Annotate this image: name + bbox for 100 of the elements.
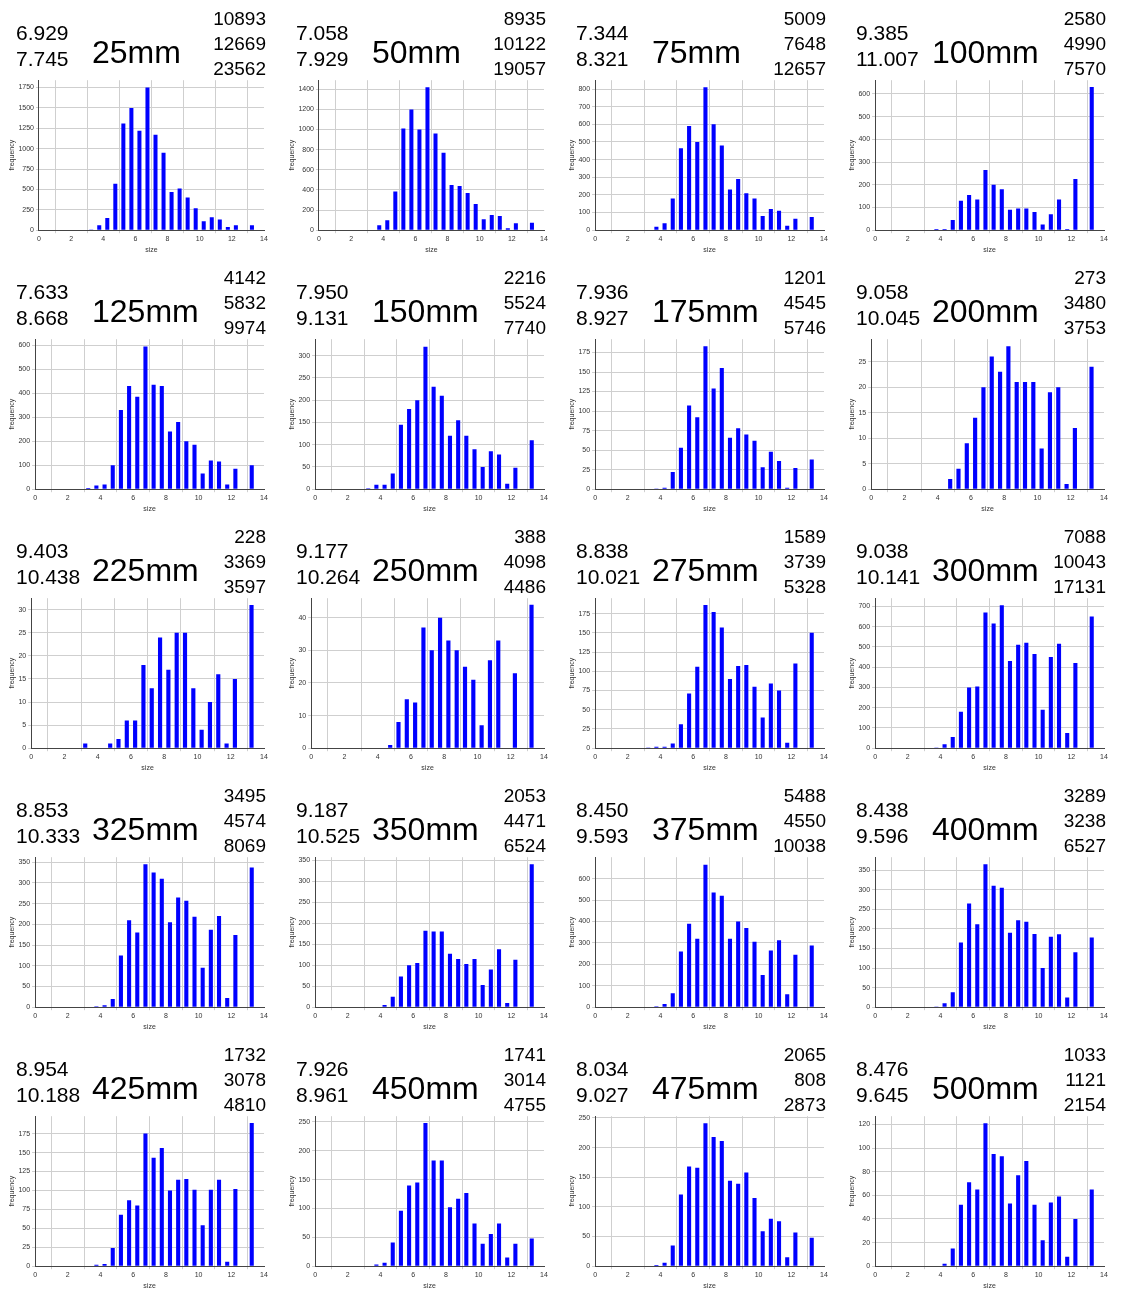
text: 4098 [503,551,546,572]
chart-title: 150mm [372,293,479,329]
text: 9.385 [856,21,909,44]
text: 23562 [213,58,266,79]
text: 8935 [503,8,546,29]
text: 4574 [223,810,266,831]
text: 9.645 [856,1083,909,1106]
chart-title: 225mm [92,552,199,588]
text: 7.936 [576,280,629,303]
text: 7.926 [296,1057,349,1080]
text: 8.321 [576,47,629,70]
text: 3238 [1063,810,1106,831]
text: 3597 [223,576,266,597]
text: 7740 [503,317,546,338]
text: 7.633 [16,280,69,303]
text: 10.264 [296,565,361,588]
chart-title: 250mm [372,552,479,588]
text: 4810 [223,1094,266,1115]
text: 8069 [223,835,266,856]
text: 10122 [493,33,546,54]
text: 9974 [223,317,266,338]
text: 3014 [503,1069,546,1090]
text: 10043 [1053,551,1106,572]
text: 2065 [783,1044,826,1065]
text: 5746 [783,317,826,338]
text: 3480 [1063,292,1106,313]
text: 10038 [773,835,826,856]
text: 1201 [783,267,826,288]
chart-title: 450mm [372,1070,479,1106]
text: 228 [234,526,266,547]
text: 9.403 [16,539,69,562]
text: 8.961 [296,1083,349,1106]
text: 10893 [213,8,266,29]
text: 10.438 [16,565,81,588]
text: 7.929 [296,47,349,70]
chart-title: 500mm [932,1070,1039,1106]
text: 17131 [1053,576,1106,597]
text: 4990 [1063,33,1106,54]
text: 7570 [1063,58,1106,79]
text: 8.927 [576,306,629,329]
text: 9.177 [296,539,349,562]
text: 4755 [503,1094,546,1115]
chart-title: 275mm [652,552,759,588]
chart-title: 175mm [652,293,759,329]
chart-title: 350mm [372,811,479,847]
chart-title: 400mm [932,811,1039,847]
text: 10.045 [856,306,921,329]
text: 9.058 [856,280,909,303]
chart-title: 325mm [92,811,199,847]
text: 2873 [783,1094,826,1115]
text: 273 [1074,267,1106,288]
chart-title: 475mm [652,1070,759,1106]
text: 3289 [1063,785,1106,806]
text: 12657 [773,58,826,79]
text: 8.954 [16,1057,69,1080]
text: 8.668 [16,306,69,329]
text: 1732 [223,1044,266,1065]
text: 9.131 [296,306,349,329]
text: 9.593 [576,824,629,847]
text: 2580 [1063,8,1106,29]
text: 12669 [213,33,266,54]
text: 9.187 [296,798,349,821]
text: 5009 [783,8,826,29]
text: 1033 [1063,1044,1106,1065]
text: 11.007 [856,47,919,70]
text: 5328 [783,576,826,597]
chart-title: 375mm [652,811,759,847]
chart-title: 425mm [92,1070,199,1106]
text: 3753 [1063,317,1106,338]
text: 8.476 [856,1057,909,1080]
text: 6.929 [16,21,69,44]
text: 4471 [503,810,546,831]
text: 8.438 [856,798,909,821]
text: 4545 [783,292,826,313]
text: 3495 [223,785,266,806]
text: 8.034 [576,1057,629,1080]
text: 7088 [1063,526,1106,547]
text: 4486 [503,576,546,597]
text: 6524 [503,835,546,856]
text: 8.450 [576,798,629,821]
chart-title: 200mm [932,293,1039,329]
text: 1741 [503,1044,546,1065]
text: 808 [794,1069,826,1090]
text: 8.838 [576,539,629,562]
text: 6527 [1063,835,1106,856]
text: 5832 [223,292,266,313]
text: 1121 [1065,1069,1106,1090]
text: 19057 [493,58,546,79]
text: 388 [514,526,546,547]
chart-title: 125mm [92,293,199,329]
text: 4142 [223,267,266,288]
text: 10.525 [296,824,361,847]
text: 7.058 [296,21,349,44]
text: 3078 [223,1069,266,1090]
text: 3369 [223,551,266,572]
text: 2216 [503,267,546,288]
text: 5488 [783,785,826,806]
chart-title: 50mm [372,34,461,70]
text: 2154 [1063,1094,1106,1115]
text: 7.344 [576,21,629,44]
